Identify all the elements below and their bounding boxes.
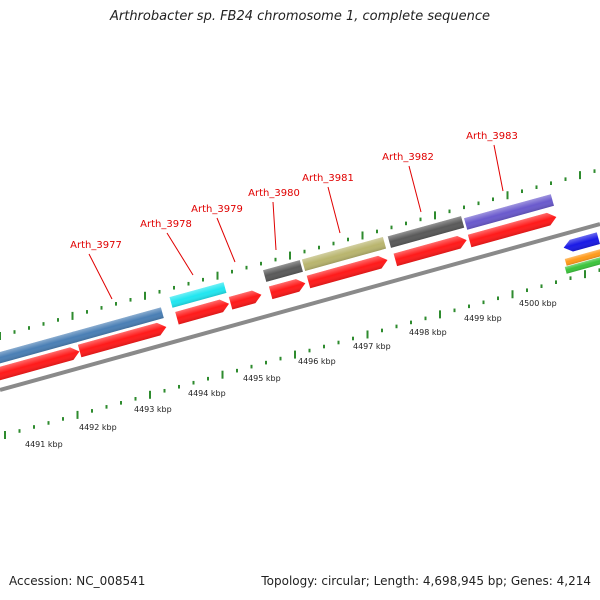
cds-arrow	[268, 279, 306, 300]
kbp-label: 4499 kbp	[464, 314, 502, 323]
gene-label: Arth_3981	[302, 173, 354, 184]
gene-bar	[72, 307, 164, 343]
genome-summary-text: Topology: circular; Length: 4,698,945 bp…	[261, 574, 591, 588]
cds-arrow	[228, 290, 262, 310]
gene-callouts: Arth_3977Arth_3978Arth_3979Arth_3980Arth…	[70, 131, 518, 300]
gene-leader-line	[88, 253, 113, 300]
cds-arrow	[0, 347, 80, 381]
gene-label: Arth_3978	[140, 219, 192, 230]
feature-track	[0, 194, 600, 381]
kbp-label: 4491 kbp	[25, 440, 63, 449]
gene-bar	[464, 194, 554, 230]
chromosome-backbone	[0, 222, 600, 392]
kbp-label: 4496 kbp	[298, 357, 336, 366]
cds-arrow	[175, 299, 230, 325]
gene-bar	[263, 260, 303, 282]
gene-bar	[301, 236, 387, 272]
gene-leader-line	[216, 217, 236, 263]
gene-leader-line	[327, 186, 341, 234]
kbp-scale-labels: 4491 kbp 4492 kbp 4493 kbp 4494 kbp 4495 kbp…	[25, 299, 557, 449]
cds-arrow	[467, 212, 557, 248]
gene-leader-line	[493, 144, 504, 192]
gene-label: Arth_3979	[191, 204, 243, 215]
upper-tick-track	[0, 169, 596, 340]
cds-arrow	[77, 322, 167, 358]
gene-leader-line	[408, 165, 422, 213]
kbp-label: 4500 kbp	[519, 299, 557, 308]
cds-arrow	[563, 232, 600, 252]
map-title: Arthrobacter sp. FB24 chromosome 1, comp…	[109, 9, 491, 24]
gene-leader-line	[166, 232, 194, 276]
gene-label: Arth_3977	[70, 240, 122, 251]
kbp-label: 4495 kbp	[243, 374, 281, 383]
gene-bar	[564, 248, 600, 266]
accession-text: Accession: NC_008541	[9, 574, 146, 588]
gene-bar	[387, 216, 465, 248]
gene-leader-line	[272, 201, 277, 251]
cds-arrow	[393, 235, 467, 267]
gene-label: Arth_3983	[466, 131, 518, 142]
cds-arrow	[306, 255, 388, 289]
kbp-label: 4494 kbp	[188, 389, 226, 398]
kbp-label: 4498 kbp	[409, 328, 447, 337]
gene-label: Arth_3982	[382, 152, 434, 163]
gene-bar	[564, 256, 600, 274]
gene-bar	[169, 282, 227, 308]
gene-bar	[0, 331, 78, 365]
kbp-label: 4497 kbp	[353, 342, 391, 351]
gene-label: Arth_3980	[248, 188, 300, 199]
kbp-label: 4492 kbp	[79, 423, 117, 432]
lower-tick-track	[4, 268, 600, 439]
kbp-label: 4493 kbp	[134, 405, 172, 414]
